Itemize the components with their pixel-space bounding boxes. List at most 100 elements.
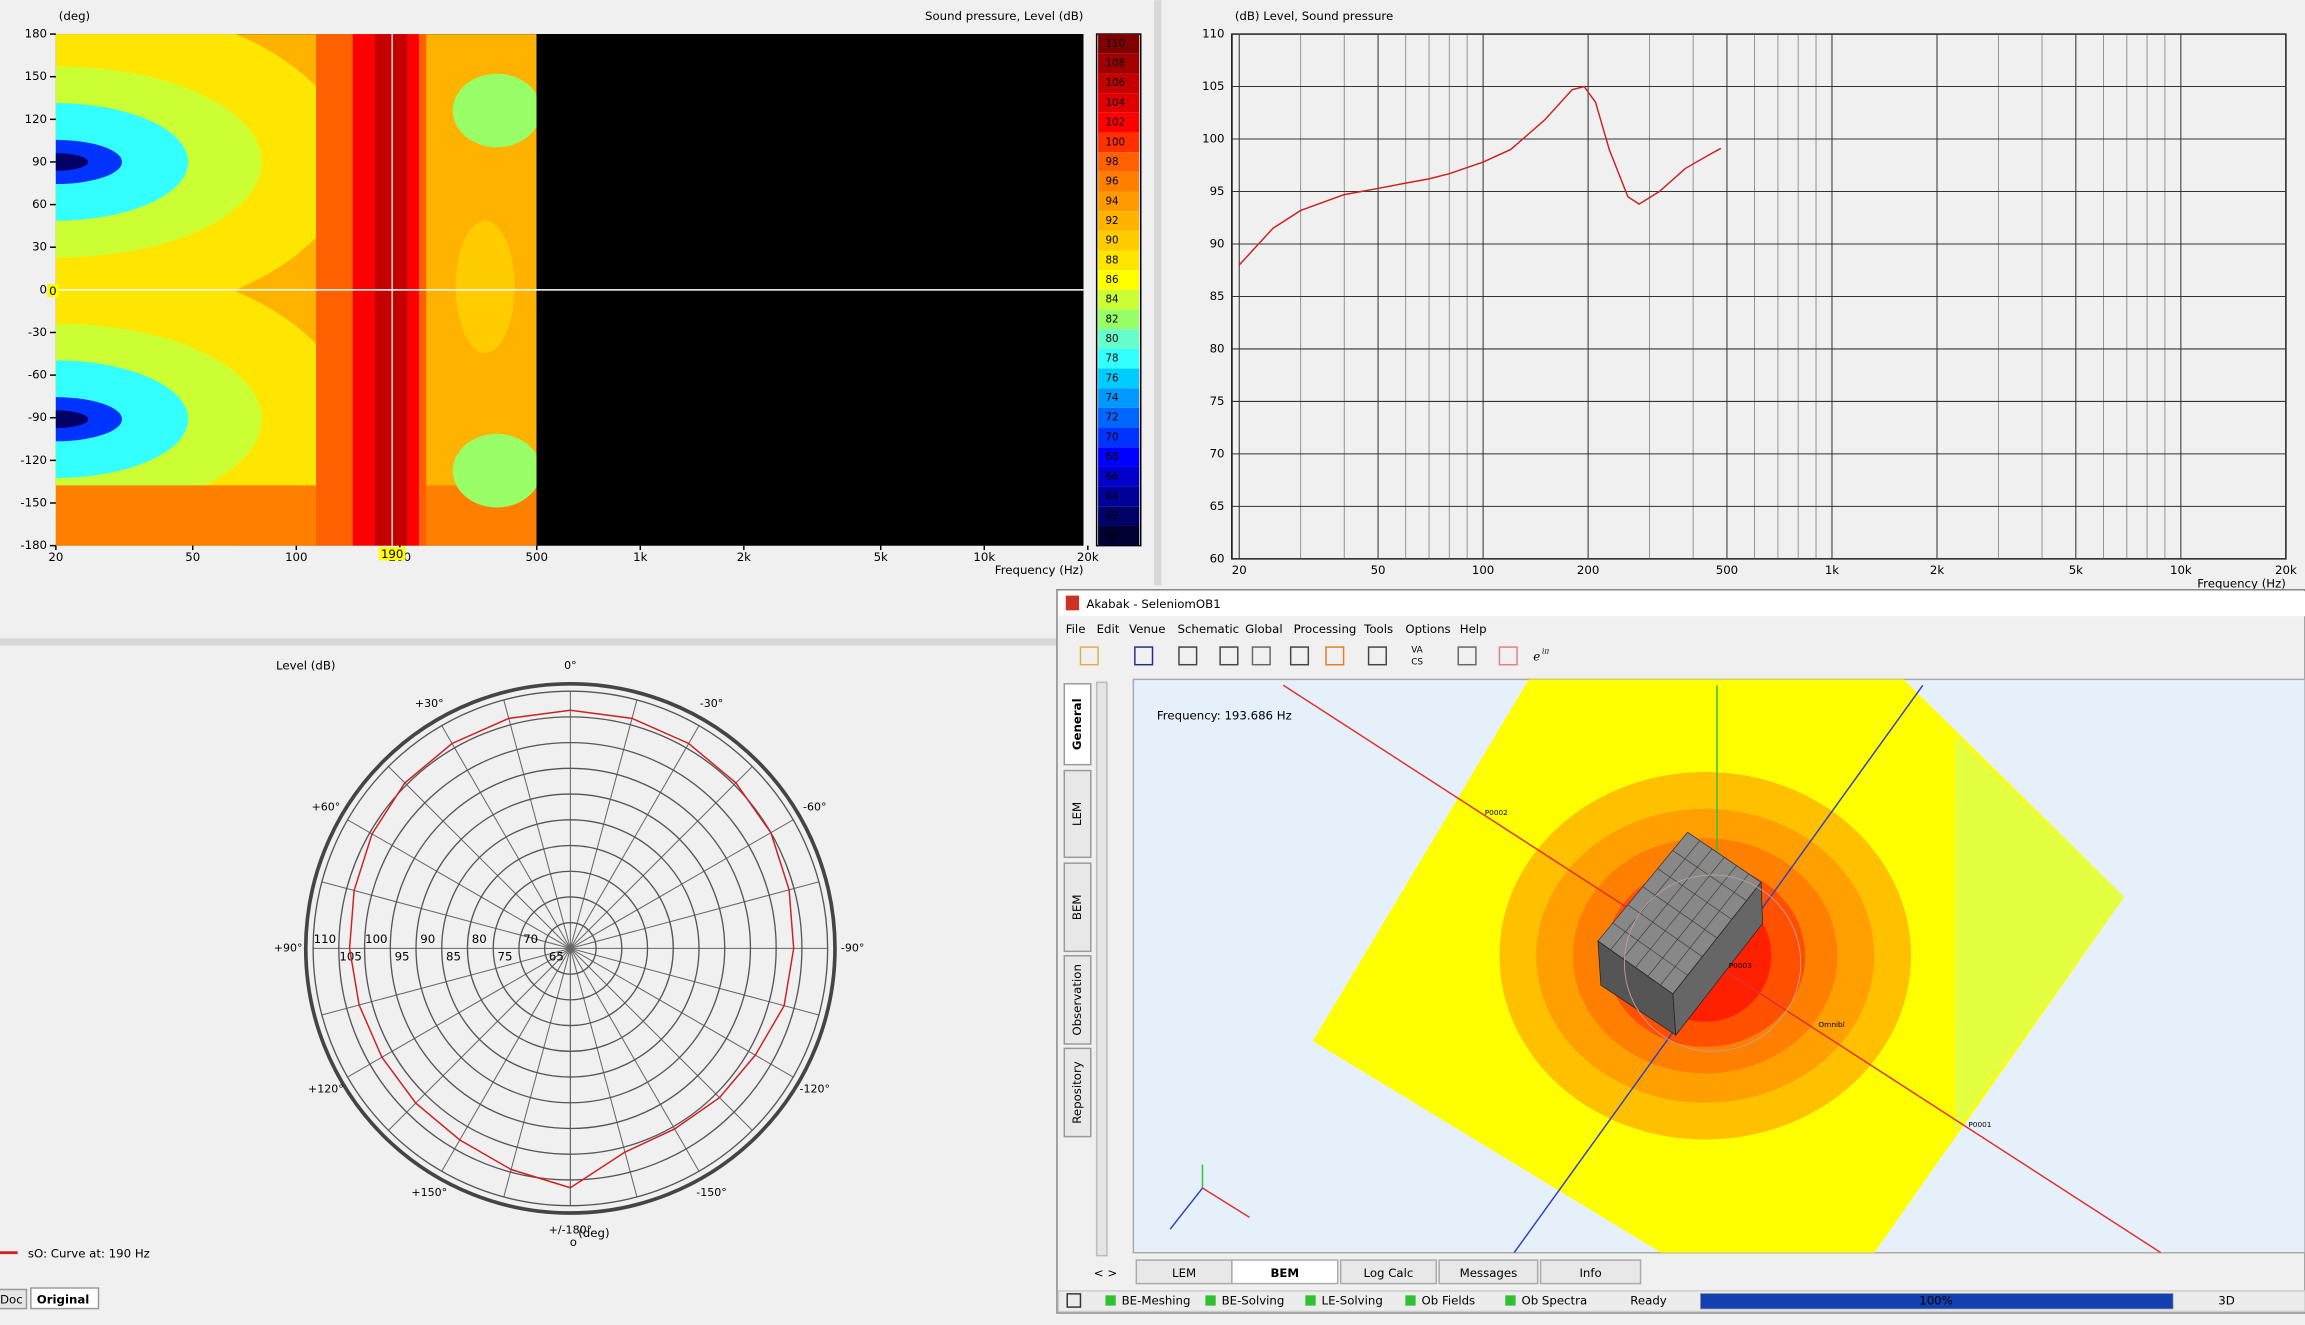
colorbar-label: 104 [1105,97,1125,109]
menu-item[interactable]: Venue [1129,622,1165,636]
colorbar-label: 78 [1105,353,1118,365]
side-tab-label[interactable]: Observation [1070,964,1084,1036]
colorbar-label: 88 [1105,254,1118,266]
colorbar-cell [1098,34,1140,54]
side-tab[interactable] [1063,955,1092,1045]
toolbar-text[interactable]: CS [1411,657,1423,667]
toolbar-button[interactable] [1134,646,1154,666]
nav-arrows[interactable]: < > [1094,1266,1117,1280]
toolbar-button[interactable] [1178,646,1198,666]
menu-item[interactable]: Schematic [1177,622,1239,636]
window-title: Akabak - SeleniomOB1 [1086,597,1220,611]
tab-label[interactable]: Doc [0,1292,23,1306]
menu-item[interactable]: Processing [1294,622,1357,636]
x-tick-label: 20k [2275,563,2297,577]
view-tab[interactable] [1539,1259,1642,1285]
angle-tick-label: +60° [312,800,341,813]
x-tick-label: 50 [185,550,200,564]
toolbar-text[interactable]: iπ [1542,646,1549,655]
x-tick-label: 200 [1577,563,1599,577]
y-tick-label: 0 [40,282,47,296]
colorbar-label: 96 [1105,176,1118,188]
toolbar-button[interactable] [1079,646,1099,666]
colorbar-cell [1098,486,1140,507]
colorbar-cell [1098,407,1140,428]
colorbar-cell [1098,506,1140,526]
x-tick-label: 1k [633,550,647,564]
side-tab[interactable] [1063,862,1092,953]
scene-label: P0003 [1729,961,1752,970]
side-tab-label[interactable]: BEM [1070,894,1084,920]
view-tab-label[interactable]: Log Calc [1364,1266,1414,1280]
toolbar-button[interactable] [1367,646,1387,666]
side-tab-label[interactable]: LEM [1070,802,1084,826]
toolbar-button[interactable] [1498,646,1518,666]
colorbar-label: 106 [1105,77,1125,89]
polar-ring [441,819,700,1078]
tab[interactable] [0,1288,28,1310]
colorbar-cell [1098,211,1140,231]
y-tick-label: 90 [1210,236,1225,250]
triad [1202,1187,1250,1219]
cursor-label-bg [47,283,59,298]
r-tick-label: 85 [446,950,461,964]
toolbar-text[interactable]: e [1533,649,1540,663]
menu-item[interactable]: Global [1245,622,1282,636]
view-tab[interactable] [1231,1259,1339,1285]
toolbar-button[interactable] [1457,646,1477,666]
toolbar-text[interactable]: VA [1411,646,1423,656]
menu-item[interactable]: Help [1460,622,1487,636]
side-tab[interactable] [1063,683,1092,766]
r-tick-label: 90 [420,932,435,946]
scene-label: Omnibl [1818,1020,1844,1029]
view-tab-label[interactable]: Info [1579,1266,1601,1280]
x-tick-label: 500 [526,550,548,564]
colorbar-label: 92 [1105,215,1118,227]
contour-region [452,73,537,148]
menu-item[interactable]: Options [1405,622,1450,636]
tab-label[interactable]: Original [37,1292,90,1306]
status-item: Ob Fields [1422,1294,1476,1308]
colorbar-cell [1098,250,1140,271]
x-tick-label: 2k [737,550,751,564]
contour-region [55,485,537,546]
colorbar-cell [1098,270,1140,290]
view-tab-label[interactable]: LEM [1172,1266,1196,1280]
scene: P0002 P0003 Omnibl P0001 Frequency: 193.686 … [1157,679,2162,1253]
toolbar-button[interactable] [1325,646,1345,666]
legend-label: sO: Curve at: 190 Hz [28,1247,150,1261]
toolbar-button[interactable] [1251,646,1271,666]
view-tab-label[interactable]: BEM [1270,1266,1299,1280]
y-tick-label: -120 [20,453,47,467]
colorbar-label: 98 [1105,156,1118,168]
side-tab[interactable] [1063,1047,1092,1138]
menu-item[interactable]: File [1066,622,1086,636]
view-mode[interactable]: 3D [2218,1294,2235,1308]
field-plane-edge [1955,735,2125,1133]
side-tab[interactable] [1063,769,1092,859]
mesh-side [1672,881,1763,1037]
contour-region [55,410,89,429]
view-tab[interactable] [1339,1259,1437,1285]
colorbar-label: 72 [1105,412,1118,424]
menu-item[interactable]: Tools [1363,622,1393,636]
response-curve [1238,85,1722,266]
angle-tick-label: 0° [564,659,577,672]
toolbar-button[interactable] [1289,646,1310,666]
colorbar-cell [1098,289,1140,310]
tab-active[interactable] [30,1287,100,1310]
colorbar-cell [1098,309,1140,330]
polar-ring [312,690,829,1207]
view-tab-label[interactable]: Messages [1460,1266,1518,1280]
side-tab-label[interactable]: General [1070,698,1084,750]
view-tab[interactable] [1438,1259,1539,1285]
contour-region [55,139,122,185]
menu-item[interactable]: Edit [1097,622,1120,636]
side-tab-label[interactable]: Repository [1070,1061,1084,1124]
r-tick-label: 70 [523,932,538,946]
toolbar-button[interactable] [1219,646,1239,666]
colorbar-cell [1098,466,1140,487]
